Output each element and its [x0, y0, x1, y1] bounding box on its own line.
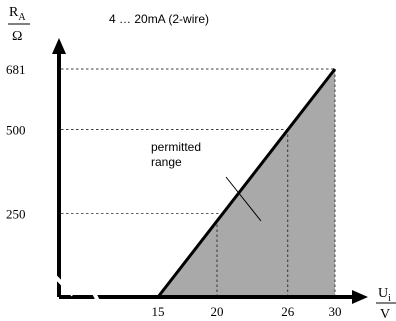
load-line: [156, 68, 337, 298]
permitted-label-line2: range: [151, 155, 182, 169]
x-tick-label: 26: [281, 304, 295, 319]
y-axis-break: [45, 266, 75, 297]
annotation-pointer: [225, 176, 262, 222]
y-tick-labels: 250 500 681: [6, 62, 26, 221]
x-axis-unit: V: [380, 307, 390, 321]
x-axis-label: Ui: [378, 286, 391, 304]
guide-lines: [61, 68, 336, 297]
x-axis-arrow-icon: [352, 290, 368, 304]
permitted-label-line1: permitted: [151, 140, 201, 154]
x-tick-label: 15: [152, 304, 165, 319]
y-tick-label: 681: [6, 62, 26, 77]
x-axis-break: [88, 284, 104, 310]
y-axis-unit: Ω: [12, 29, 22, 44]
chart-title: 4 … 20mA (2-wire): [109, 12, 209, 26]
y-axis-arrow-icon: [52, 38, 66, 54]
x-tick-label: 20: [211, 304, 224, 319]
y-axis-label: RA: [9, 5, 26, 23]
x-tick-labels: 15 20 26 30: [152, 304, 342, 319]
x-tick-label: 30: [329, 304, 342, 319]
y-tick-label: 250: [6, 206, 26, 221]
y-tick-label: 500: [6, 123, 26, 138]
permitted-range-label: permitted range: [151, 140, 204, 169]
